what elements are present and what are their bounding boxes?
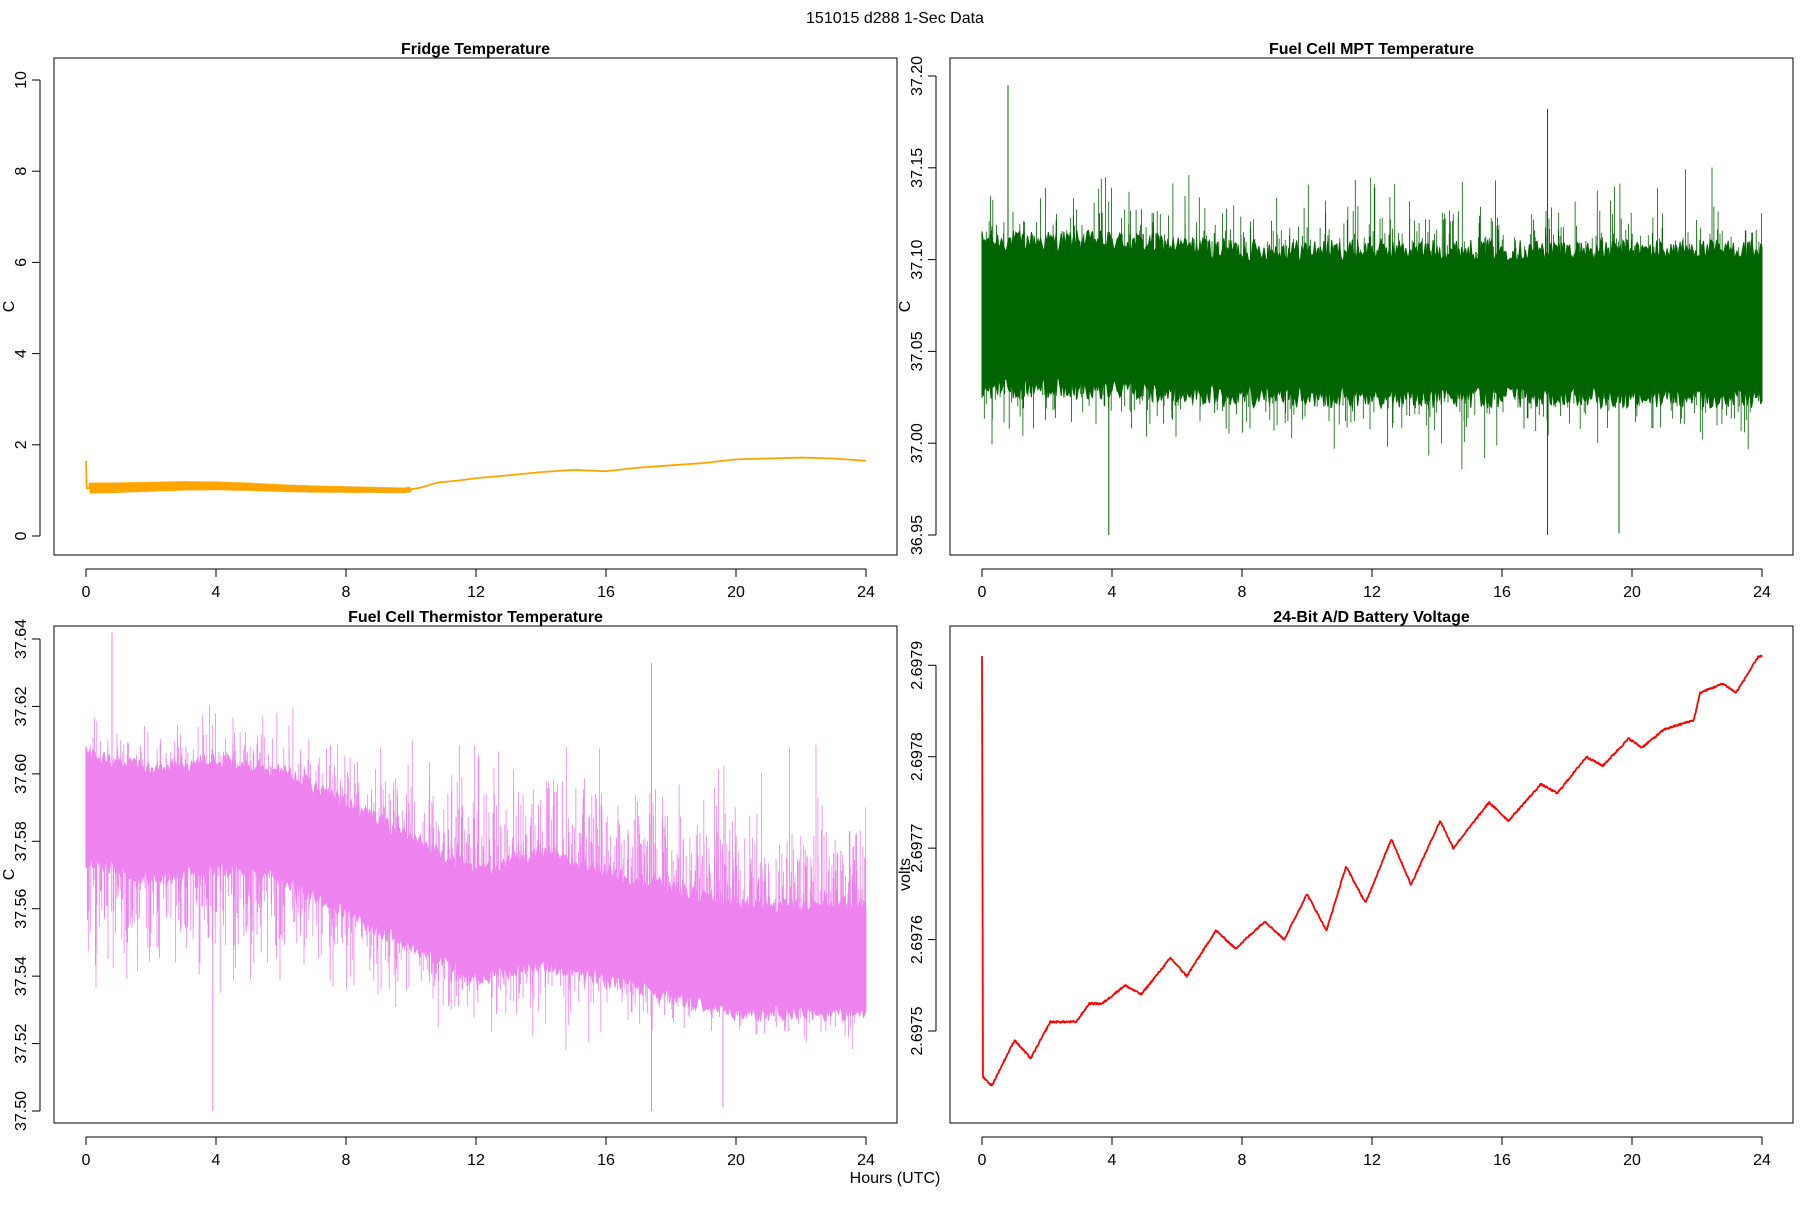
y-axis-label-thermistor: C xyxy=(1,869,18,881)
x-tick-label-fridge: 16 xyxy=(597,584,615,601)
y-axis-thermistor: 37.50 37.52 37.54 37.56 37.58 37.60 37.62 37.64 xyxy=(13,619,41,1131)
plot-frame-fridge xyxy=(53,57,898,556)
x-tick-label-fridge: 8 xyxy=(342,584,351,601)
x-tick-label-thermistor: 16 xyxy=(597,1152,615,1169)
y-tick-label-battery: 2.6978 xyxy=(909,732,926,781)
y-axis-battery: 2.6975 2.6976 2.6977 2.6978 2.6979 xyxy=(909,641,937,1055)
series-spikes-thermistor xyxy=(85,705,867,1050)
x-axis-battery: 0 4 8 12 16 20 24 xyxy=(978,1136,1771,1169)
x-tick-label-fridge: 0 xyxy=(82,584,91,601)
panel-title-battery: 24-Bit A/D Battery Voltage xyxy=(1273,609,1470,626)
y-tick-label-battery: 2.6976 xyxy=(909,915,926,964)
figure-x-axis-label: Hours (UTC) xyxy=(850,1170,941,1187)
y-tick-label-thermistor: 37.62 xyxy=(13,686,30,726)
x-tick-label-battery: 20 xyxy=(1623,1152,1641,1169)
x-tick-label-battery: 8 xyxy=(1238,1152,1247,1169)
y-tick-label-mpt: 37.00 xyxy=(909,423,926,463)
x-tick-label-mpt: 12 xyxy=(1363,584,1381,601)
x-tick-label-thermistor: 12 xyxy=(467,1152,485,1169)
y-tick-label-fridge: 10 xyxy=(13,71,30,89)
x-tick-label-battery: 0 xyxy=(978,1152,987,1169)
y-tick-label-fridge: 2 xyxy=(13,440,30,449)
y-axis-mpt: 36.95 37.00 37.05 37.10 37.15 37.20 xyxy=(909,56,937,555)
x-axis-thermistor: 0 4 8 12 16 20 24 xyxy=(82,1136,875,1169)
x-tick-label-fridge: 20 xyxy=(727,584,745,601)
series-line-battery xyxy=(981,654,1763,1087)
x-axis-mpt: 0 4 8 12 16 20 24 xyxy=(978,568,1771,601)
panel-title-mpt: Fuel Cell MPT Temperature xyxy=(1269,41,1474,58)
x-tick-label-battery: 16 xyxy=(1493,1152,1511,1169)
x-tick-label-fridge: 12 xyxy=(467,584,485,601)
y-axis-label-mpt: C xyxy=(897,301,914,313)
x-tick-label-thermistor: 20 xyxy=(727,1152,745,1169)
series-peaks-thermistor xyxy=(111,632,724,1111)
x-tick-label-thermistor: 4 xyxy=(212,1152,221,1169)
y-tick-label-thermistor: 37.58 xyxy=(13,821,30,861)
series-spikes-mpt xyxy=(981,167,1763,470)
series-group-fridge xyxy=(85,456,867,494)
x-tick-label-fridge: 24 xyxy=(857,584,875,601)
panel-thermistor: Fuel Cell Thermistor Temperature C 0 4 8 12 16… xyxy=(1,609,898,1169)
x-tick-label-mpt: 8 xyxy=(1238,584,1247,601)
y-tick-label-mpt: 37.10 xyxy=(909,239,926,279)
x-tick-label-battery: 12 xyxy=(1363,1152,1381,1169)
y-tick-label-thermistor: 37.54 xyxy=(13,956,30,996)
y-tick-label-battery: 2.6979 xyxy=(909,641,926,690)
y-tick-label-mpt: 37.15 xyxy=(909,148,926,188)
y-tick-label-fridge: 6 xyxy=(13,258,30,267)
y-axis-label-fridge: C xyxy=(1,301,18,313)
y-tick-label-fridge: 0 xyxy=(13,531,30,540)
y-tick-label-battery: 2.6977 xyxy=(909,824,926,873)
series-peaks-mpt xyxy=(1007,85,1620,535)
x-tick-label-battery: 4 xyxy=(1108,1152,1117,1169)
y-tick-label-mpt: 37.20 xyxy=(909,56,926,96)
plot-frame-thermistor xyxy=(53,625,898,1124)
x-tick-label-mpt: 20 xyxy=(1623,584,1641,601)
y-tick-label-thermistor: 37.50 xyxy=(13,1091,30,1131)
y-tick-label-thermistor: 37.60 xyxy=(13,754,30,794)
y-tick-label-mpt: 37.05 xyxy=(909,331,926,371)
y-tick-label-battery: 2.6975 xyxy=(909,1006,926,1055)
y-axis-label-battery: volts xyxy=(897,858,914,891)
panel-battery: 24-Bit A/D Battery Voltage volts 0 4 8 12 16 20… xyxy=(897,609,1794,1169)
y-tick-label-mpt: 36.95 xyxy=(909,515,926,555)
panel-title-thermistor: Fuel Cell Thermistor Temperature xyxy=(348,609,603,626)
y-tick-label-thermistor: 37.52 xyxy=(13,1023,30,1063)
plot-frame-mpt xyxy=(949,57,1794,556)
x-tick-label-thermistor: 8 xyxy=(342,1152,351,1169)
x-tick-label-battery: 24 xyxy=(1753,1152,1771,1169)
figure-title: 151015 d288 1-Sec Data xyxy=(806,10,984,27)
x-tick-label-mpt: 4 xyxy=(1108,584,1117,601)
series-group-battery xyxy=(981,654,1763,1087)
y-tick-label-fridge: 8 xyxy=(13,167,30,176)
x-tick-label-fridge: 4 xyxy=(212,584,221,601)
y-tick-label-fridge: 4 xyxy=(13,349,30,358)
x-tick-label-mpt: 16 xyxy=(1493,584,1511,601)
series-group-thermistor xyxy=(85,632,867,1111)
series-group-mpt xyxy=(981,85,1763,535)
y-tick-label-thermistor: 37.56 xyxy=(13,889,30,929)
y-axis-fridge: 0 2 4 6 8 10 xyxy=(13,71,41,540)
x-tick-label-thermistor: 24 xyxy=(857,1152,875,1169)
x-tick-label-thermistor: 0 xyxy=(82,1152,91,1169)
y-tick-label-thermistor: 37.64 xyxy=(13,619,30,659)
plot-frame-battery xyxy=(949,625,1794,1124)
x-tick-label-mpt: 0 xyxy=(978,584,987,601)
panel-title-fridge: Fridge Temperature xyxy=(401,41,550,58)
x-tick-label-mpt: 24 xyxy=(1753,584,1771,601)
series-line-fridge xyxy=(85,456,867,494)
x-axis-fridge: 0 4 8 12 16 20 24 xyxy=(82,568,875,601)
panel-mpt: Fuel Cell MPT Temperature C 0 4 8 12 16 20 24 36.… xyxy=(897,41,1794,601)
